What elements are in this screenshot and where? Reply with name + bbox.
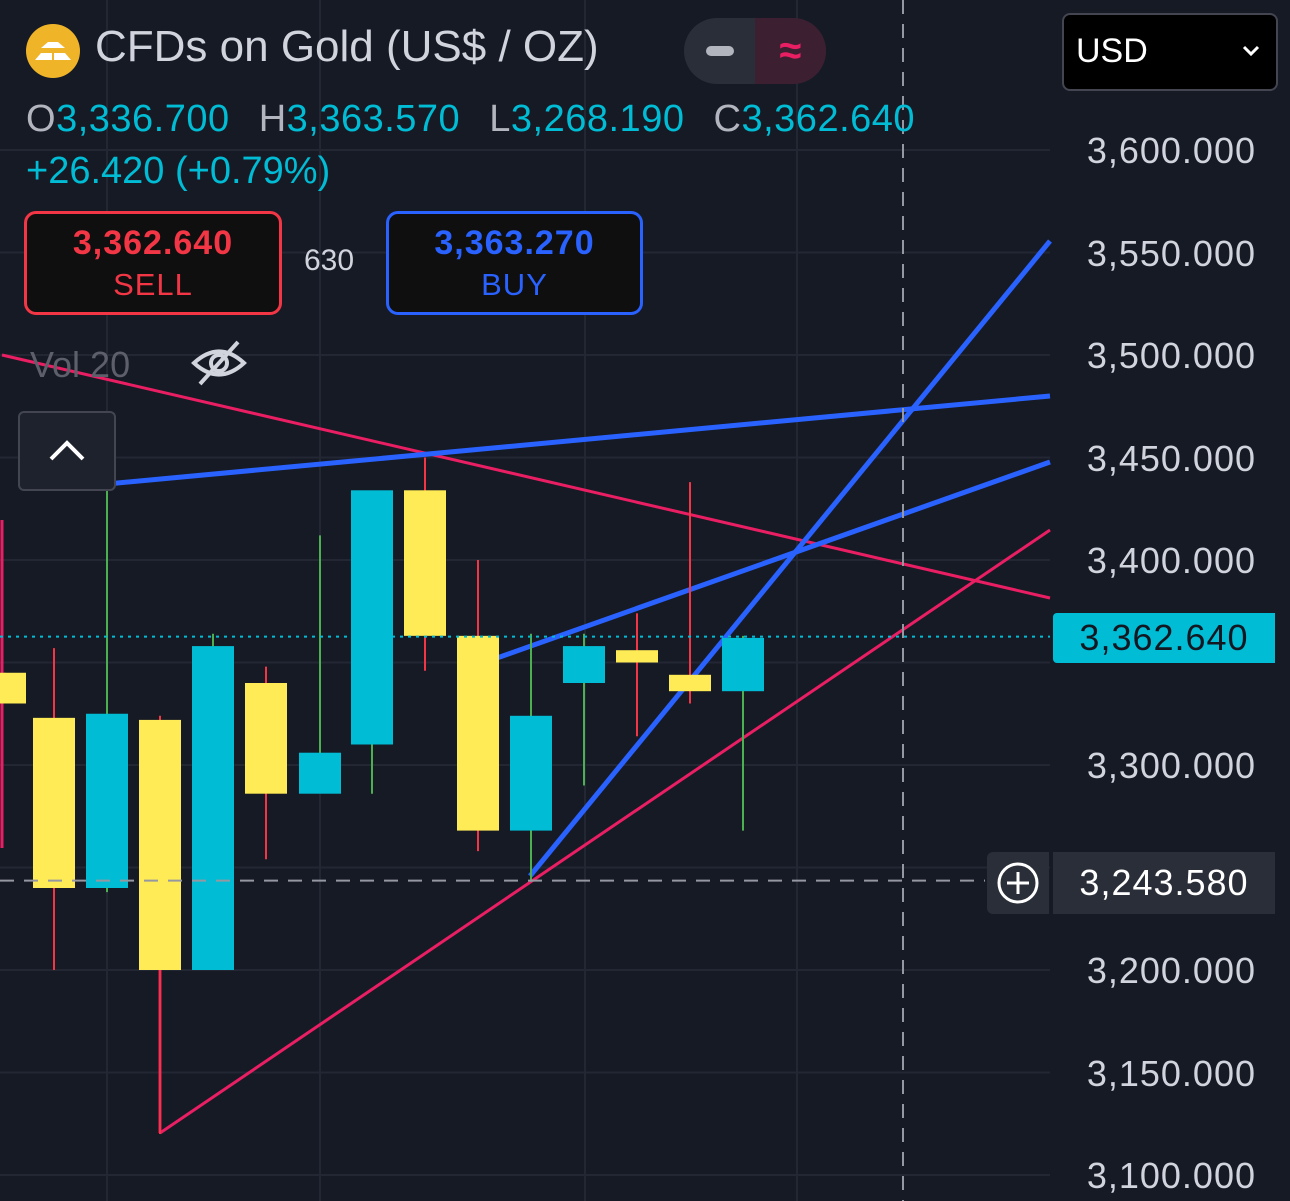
open-value: 3,336.700 (56, 98, 230, 140)
volume-indicator-label[interactable]: Vol 20 (30, 344, 131, 385)
candle-body (457, 635, 499, 831)
eye-hidden-icon[interactable] (190, 338, 248, 393)
candle-body (351, 490, 393, 745)
candle[interactable] (86, 482, 128, 893)
candle-body (33, 717, 75, 888)
sell-button[interactable]: 3,362.640 SELL (24, 211, 282, 315)
candle[interactable] (404, 457, 446, 671)
candle[interactable] (510, 633, 552, 882)
sell-price: 3,362.640 (72, 224, 234, 262)
approx-icon[interactable]: ≈ (755, 18, 826, 84)
trendline-blue (496, 459, 1051, 661)
open-label: O (26, 98, 57, 140)
price-tick-label: 3,600.000 (1086, 130, 1256, 171)
currency-select[interactable]: USD (1062, 13, 1278, 91)
close-label: C (713, 98, 742, 140)
candle-body (245, 683, 287, 794)
candle-body (86, 713, 128, 888)
candles[interactable] (0, 457, 764, 1135)
sell-label: SELL (113, 267, 193, 302)
candle[interactable] (351, 490, 393, 794)
crosshair-price-tag: 3,243.580 (1053, 852, 1275, 914)
add-alert-button[interactable] (987, 852, 1049, 914)
trendline-blue (528, 239, 1052, 878)
ohlc-readout: O3,336.700 H3,363.570 L3,268.190 C3,362.… (26, 98, 915, 141)
price-tick-label: 3,200.000 (1086, 950, 1256, 991)
candle-body (563, 646, 605, 683)
price-tick-label: 3,500.000 (1086, 335, 1256, 376)
candle-body (616, 650, 658, 663)
last-price-tag: 3,362.640 (1053, 613, 1275, 663)
collapse-legend-button[interactable] (18, 411, 116, 491)
chart-toggle-group[interactable]: ≈ (684, 18, 826, 84)
trendline-blue (106, 393, 1051, 487)
price-tick-label: 3,400.000 (1086, 540, 1256, 581)
high-value: 3,363.570 (286, 98, 461, 140)
price-tick-label: 3,150.000 (1086, 1052, 1256, 1094)
low-label: L (489, 98, 511, 140)
buy-price: 3,363.270 (434, 224, 595, 262)
minus-icon[interactable] (684, 18, 755, 84)
close-value: 3,362.640 (741, 98, 916, 140)
trendlines[interactable] (0, 239, 1052, 1135)
buy-label: BUY (481, 267, 548, 302)
candle[interactable] (192, 633, 234, 970)
price-tick-label: 3,450.000 (1086, 437, 1256, 479)
price-tick-label: 3,550.000 (1086, 232, 1256, 274)
high-label: H (258, 98, 287, 140)
low-value: 3,268.190 (510, 98, 685, 140)
trendline-pink (159, 528, 1051, 1135)
chevron-up-icon (49, 440, 85, 461)
candle[interactable] (669, 482, 711, 704)
candle-body (192, 646, 234, 970)
gold-bars-icon (26, 24, 80, 78)
plus-circle-icon (997, 862, 1039, 904)
price-change: +26.420 (+0.79%) (26, 150, 331, 192)
candle-body (669, 674, 711, 692)
spread-value: 630 (304, 244, 355, 277)
price-tick-label: 3,100.000 (1086, 1155, 1256, 1196)
candle-body (510, 715, 552, 831)
candle[interactable] (299, 535, 341, 794)
candle-body (0, 672, 26, 704)
candle-body (299, 752, 341, 794)
candle[interactable] (245, 666, 287, 860)
candle[interactable] (139, 715, 181, 1134)
chevron-down-icon (1242, 45, 1260, 57)
candle-body (722, 637, 764, 692)
candle[interactable] (33, 648, 75, 970)
candle[interactable] (616, 613, 658, 737)
candle-body (404, 490, 446, 636)
candle[interactable] (457, 560, 499, 852)
buy-button[interactable]: 3,363.270 BUY (386, 211, 643, 315)
symbol-title[interactable]: CFDs on Gold (US$ / OZ) (95, 22, 599, 71)
candle[interactable] (0, 672, 26, 704)
candle[interactable] (722, 635, 764, 831)
chart-overlays (0, 0, 1050, 1201)
trendline-pink (1, 353, 1051, 600)
price-tick-label: 3,300.000 (1086, 745, 1256, 786)
currency-value: USD (1076, 32, 1148, 70)
candle[interactable] (563, 633, 605, 786)
candle-body (139, 719, 181, 970)
